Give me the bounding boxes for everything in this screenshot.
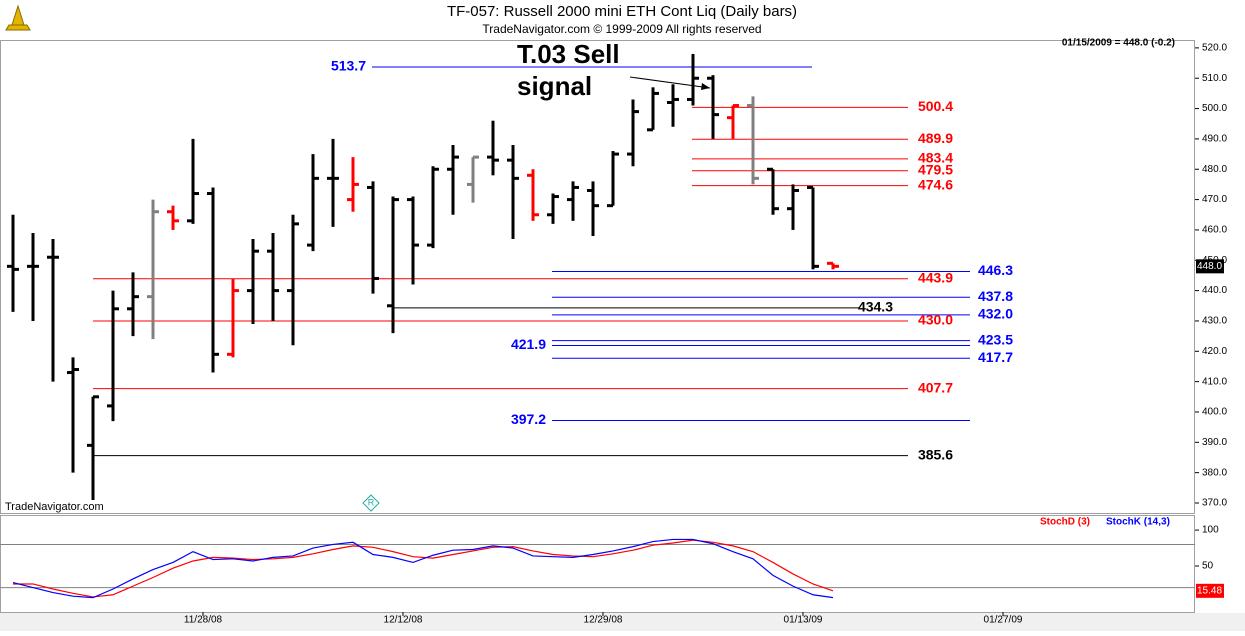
- level-label: 483.4: [918, 150, 953, 166]
- price-panel: [0, 40, 1195, 514]
- y-tick-label: 510.0: [1202, 73, 1227, 84]
- y-tick-label: 430.0: [1202, 316, 1227, 327]
- level-label: 407.7: [918, 379, 953, 395]
- date-axis-band: [0, 613, 1245, 631]
- last-price-label: 448.0: [1197, 261, 1222, 272]
- x-tick-label: 12/29/08: [584, 615, 623, 626]
- arrow-head: [701, 83, 710, 90]
- y-tick-label: 460.0: [1202, 225, 1227, 236]
- annotation: T.03 Sell: [517, 39, 620, 69]
- x-tick-label: 11/28/08: [184, 615, 223, 626]
- stoch-line: [12, 538, 834, 599]
- level-label: 474.6: [918, 176, 953, 192]
- as-of: 01/15/2009 = 448.0 (-0.2): [1062, 38, 1175, 49]
- level-label: 417.7: [978, 349, 1013, 365]
- watermark: TradeNavigator.com: [5, 501, 104, 513]
- stoch-panel: [0, 515, 1195, 613]
- legend-label: StochK (14,3): [1106, 517, 1170, 528]
- y-tick-label: 50: [1202, 561, 1214, 572]
- title: TF-057: Russell 2000 mini ETH Cont Liq (…: [447, 3, 797, 20]
- x-tick-label: 01/27/09: [984, 615, 1023, 626]
- annotation: signal: [517, 71, 592, 101]
- y-tick-label: 490.0: [1202, 134, 1227, 145]
- last-price-box: [1196, 259, 1224, 274]
- level-label: 489.9: [918, 130, 953, 146]
- y-tick-label: 500.0: [1202, 103, 1227, 114]
- level-label: 432.0: [978, 306, 1013, 322]
- y-tick-label: 520.0: [1202, 43, 1227, 54]
- level-label: 397.2: [511, 411, 546, 427]
- level-label: 423.5: [978, 331, 1013, 347]
- x-tick-label: 12/12/08: [384, 615, 423, 626]
- level-label: 430.0: [918, 312, 953, 328]
- last-value-box: [1196, 583, 1224, 598]
- y-tick-label: 400.0: [1202, 407, 1227, 418]
- level-label: 500.4: [918, 98, 953, 114]
- subtitle: TradeNavigator.com © 1999-2009 All right…: [482, 22, 761, 36]
- arrow: [629, 76, 711, 89]
- y-tick-label: 440.0: [1202, 285, 1227, 296]
- y-tick-label: 390.0: [1202, 437, 1227, 448]
- level-label: 421.9: [511, 336, 546, 352]
- svg-text:R: R: [368, 497, 375, 507]
- y-tick-label: 480.0: [1202, 164, 1227, 175]
- level-label: 437.8: [978, 288, 1013, 304]
- y-tick-label: 470.0: [1202, 194, 1227, 205]
- level-label: 513.7: [331, 58, 366, 74]
- level-label: 443.9: [918, 269, 953, 285]
- y-tick-label: 380.0: [1202, 467, 1227, 478]
- y-tick-label: 420.0: [1202, 346, 1227, 357]
- y-tick-label: 100: [1202, 525, 1219, 536]
- diamond-icon: R: [362, 494, 380, 512]
- last-value-label: 15.48: [1197, 585, 1222, 596]
- level-label: 446.3: [978, 262, 1013, 278]
- level-label: 479.5: [918, 161, 953, 177]
- level-label: 385.6: [918, 446, 953, 462]
- logo: [3, 4, 33, 36]
- x-tick-label: 01/13/09: [784, 615, 823, 626]
- y-tick-label: 370.0: [1202, 498, 1227, 509]
- level-label: 434.3: [858, 299, 893, 315]
- legend-label: StochD (3): [1040, 517, 1090, 528]
- y-tick-label: 410.0: [1202, 376, 1227, 387]
